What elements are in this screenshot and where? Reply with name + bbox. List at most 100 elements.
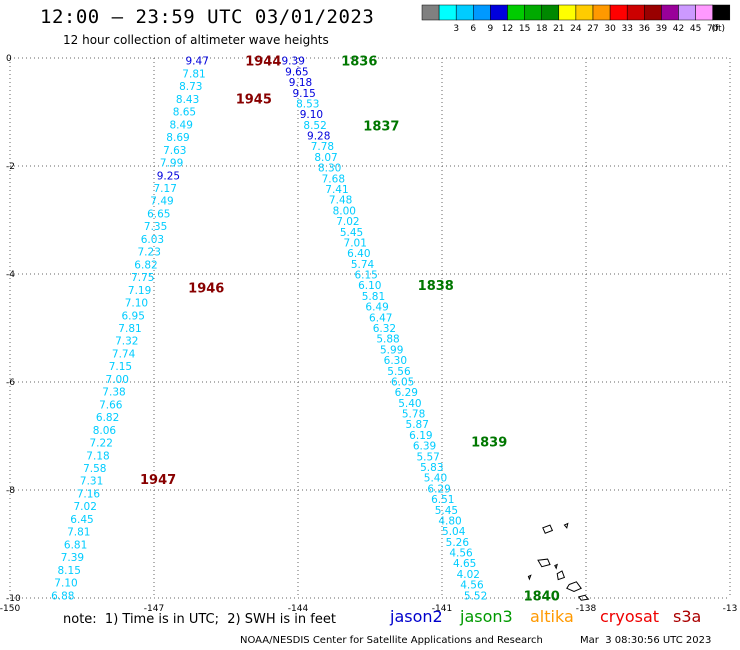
x-tick-label: -138 <box>576 604 597 614</box>
wave-height-value: 8.73 <box>179 81 202 93</box>
legend-swatch <box>558 4 577 21</box>
legend-label: 30 <box>604 24 616 34</box>
y-tick-label: 0 <box>6 54 12 64</box>
pass-time-label: 1944 <box>245 55 281 70</box>
wave-height-value: 8.06 <box>93 425 117 437</box>
wave-height-value: 7.10 <box>54 578 77 590</box>
sat-label-jason2: jason2 <box>390 607 443 626</box>
wave-height-value: 7.49 <box>150 196 173 208</box>
wave-height-value: 6.88 <box>51 590 74 602</box>
wave-height-value: 7.17 <box>154 183 177 195</box>
pass-time-label: 1837 <box>363 120 399 135</box>
wave-height-value: 9.65 <box>285 66 308 78</box>
legend-label: 39 <box>656 24 668 34</box>
legend-label: 70 <box>707 24 719 34</box>
wave-height-value: 7.99 <box>160 158 183 170</box>
y-tick-label: -8 <box>6 486 15 496</box>
wave-height-value: 7.02 <box>336 216 359 228</box>
wave-height-value: 6.81 <box>64 539 87 551</box>
y-tick-label: -10 <box>6 594 21 604</box>
wave-height-value: 9.15 <box>292 88 315 100</box>
legend-label: 3 <box>453 24 459 34</box>
wave-height-value: 7.81 <box>182 68 205 80</box>
legend-swatch <box>507 4 525 21</box>
legend-swatch <box>473 4 491 21</box>
legend-label: 36 <box>639 24 651 34</box>
legend-label: 9 <box>488 24 494 34</box>
wave-height-value: 5.56 <box>387 366 411 378</box>
island-outline <box>556 570 566 581</box>
wave-height-value: 7.68 <box>322 173 345 185</box>
wave-height-value: 6.95 <box>122 310 145 322</box>
sat-label-altika: altika <box>530 607 574 626</box>
wave-height-value: 6.05 <box>391 376 414 388</box>
sat-label-cryosat: cryosat <box>600 607 660 626</box>
y-tick-label: -6 <box>6 378 15 388</box>
island-outline <box>537 558 551 568</box>
wave-height-value: 7.38 <box>102 387 125 399</box>
wave-height-value: 8.69 <box>166 132 189 144</box>
legend-swatch <box>490 4 508 21</box>
legend-swatch <box>541 4 560 21</box>
pass-time-label: 1945 <box>236 93 272 108</box>
west-track: 9.477.818.738.438.658.498.697.637.999.25… <box>51 55 281 603</box>
wave-height-value: 6.51 <box>431 494 454 506</box>
legend-swatch <box>421 4 440 21</box>
credit-line: NOAA/NESDIS Center for Satellite Applica… <box>240 635 543 646</box>
wave-height-value: 6.10 <box>358 280 381 292</box>
wave-height-value: 8.65 <box>173 107 196 119</box>
island-outline <box>542 524 554 534</box>
wave-height-value: 6.29 <box>395 387 418 399</box>
wave-height-value: 7.32 <box>115 336 138 348</box>
wave-height-value: 6.32 <box>373 323 396 335</box>
island-outline <box>577 594 590 601</box>
pass-time-label: 1839 <box>471 435 507 450</box>
wave-height-value: 7.31 <box>80 476 103 488</box>
wave-height-value: 8.15 <box>58 565 81 577</box>
island-outline <box>563 522 569 529</box>
legend-label: 33 <box>621 24 632 34</box>
legend-swatch <box>695 4 713 21</box>
east-track: 9.399.659.189.158.539.108.529.287.788.07… <box>282 55 560 605</box>
wave-height-value: 6.65 <box>147 208 170 220</box>
wave-height-value: 7.81 <box>118 323 141 335</box>
pass-time-label: 1947 <box>140 473 176 488</box>
wave-height-value: 7.35 <box>144 221 167 233</box>
sat-label-jason3: jason3 <box>460 607 513 626</box>
wave-height-value: 8.52 <box>303 120 326 132</box>
x-tick-label: -144 <box>288 604 309 614</box>
wave-height-value: 5.78 <box>402 409 425 421</box>
legend-swatch <box>524 4 542 21</box>
legend-swatch <box>455 4 474 21</box>
x-tick-label: -13 <box>723 604 738 614</box>
x-tick-label: -150 <box>0 604 20 614</box>
wave-height-value: 5.99 <box>380 344 403 356</box>
wave-height-value: 7.75 <box>131 272 154 284</box>
wave-height-value: 5.04 <box>442 526 466 538</box>
wave-height-value: 4.65 <box>453 558 476 570</box>
footnote: note: 1) Time is in UTC; 2) SWH is in fe… <box>63 612 336 627</box>
legend-unit: (ft) <box>711 24 725 34</box>
legend-label: 12 <box>502 24 513 34</box>
x-tick-label: -147 <box>144 604 164 614</box>
wave-height-value: 6.29 <box>427 483 450 495</box>
wave-height-value: 7.16 <box>77 488 101 500</box>
wave-height-value: 7.39 <box>61 552 84 564</box>
legend-label: 15 <box>519 24 530 34</box>
legend-swatch <box>712 4 731 21</box>
wave-height-value: 5.26 <box>446 537 470 549</box>
wave-height-value: 8.07 <box>314 152 337 164</box>
wave-height-value: 9.47 <box>186 56 209 68</box>
pass-time-label: 1836 <box>341 55 377 70</box>
pass-time-label: 1840 <box>524 589 560 604</box>
legend-label: 24 <box>570 24 582 34</box>
wave-height-value: 6.47 <box>369 312 392 324</box>
legend-label: 27 <box>587 24 598 34</box>
legend-swatch <box>438 4 457 21</box>
wave-height-value: 5.88 <box>376 334 399 346</box>
wave-height-value: 8.00 <box>333 205 356 217</box>
wave-height-value: 7.18 <box>86 450 109 462</box>
wave-height-value: 9.25 <box>157 170 180 182</box>
wave-height-value: 8.49 <box>170 119 193 131</box>
